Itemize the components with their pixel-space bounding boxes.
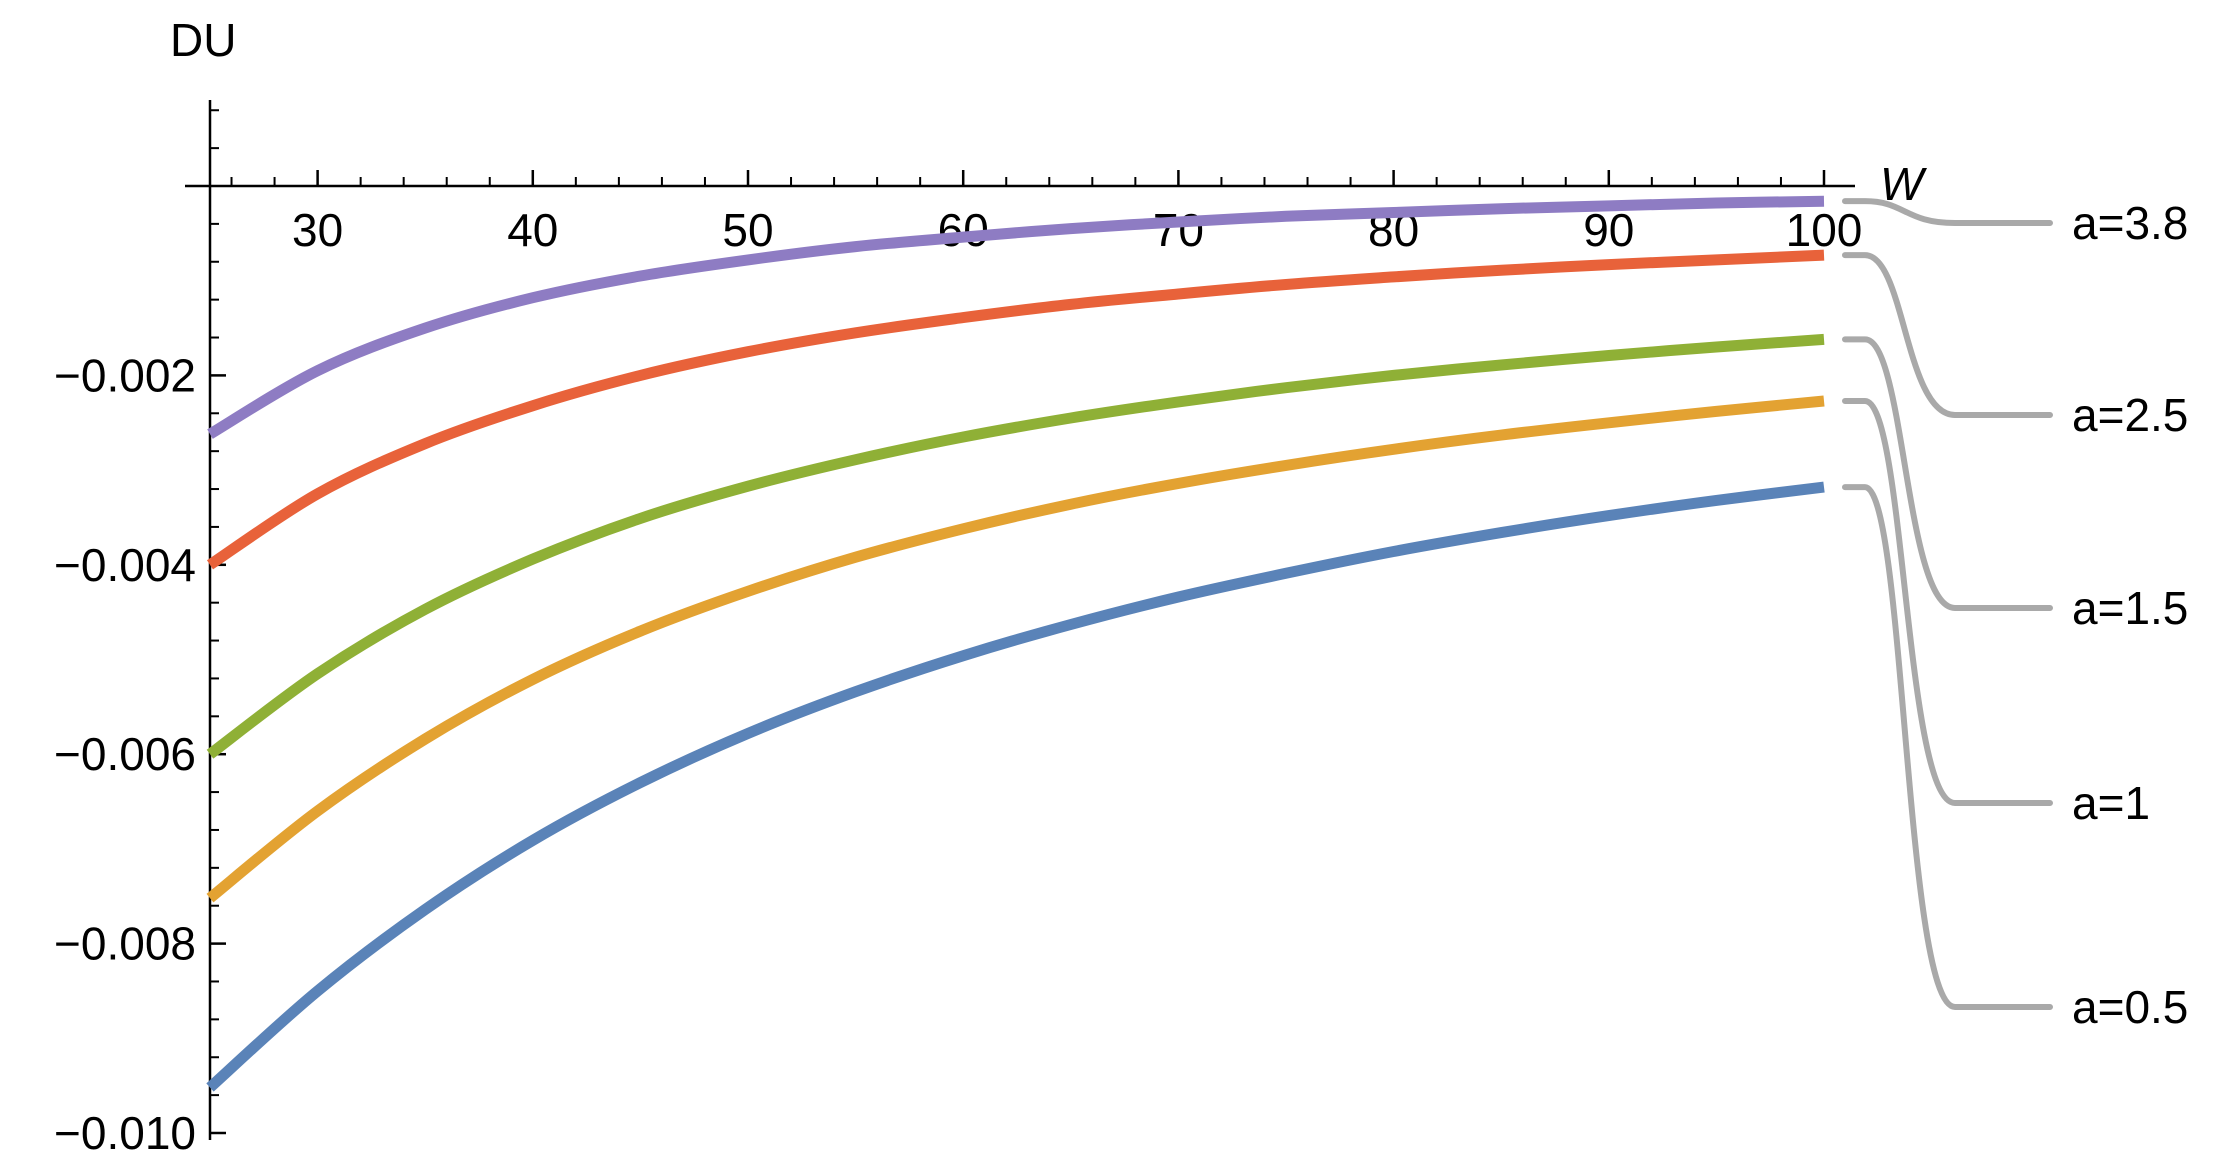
axes: 30 40 50 60 70 80 90 100−0.002−0.004−0.006−0.00… <box>54 100 1862 1159</box>
legend-leader-line <box>1842 484 2053 1010</box>
series-lines <box>206 195 1825 1092</box>
series-line <box>206 333 1825 759</box>
series-line <box>206 249 1825 570</box>
legend-leader-line <box>1842 252 2053 418</box>
y-tick-label: −0.004 <box>54 539 196 591</box>
series-line <box>207 195 1825 439</box>
legend: a=3.8 a=2.5 a=1.5 a=1 a=0.5 <box>1842 197 2188 1033</box>
y-tick-label: −0.010 <box>54 1107 196 1159</box>
x-tick-label: 30 <box>292 204 343 256</box>
legend-leader-line <box>1842 198 2053 226</box>
legend-label: a=2.5 <box>2072 389 2188 441</box>
legend-label: a=3.8 <box>2072 197 2188 249</box>
x-tick-label: 40 <box>507 204 558 256</box>
series-line <box>206 395 1825 903</box>
y-tick-label: −0.006 <box>54 728 196 780</box>
legend-leader-line <box>1842 397 2053 806</box>
legend-label: a=1 <box>2072 777 2150 829</box>
x-tick-label: 50 <box>722 204 773 256</box>
legend-leader-line <box>1842 336 2053 611</box>
y-axis-title: DU <box>170 14 236 66</box>
legend-label: a=0.5 <box>2072 981 2188 1033</box>
x-tick-label: 100 <box>1786 204 1863 256</box>
x-tick-label: 60 <box>938 204 989 256</box>
x-tick-label: 70 <box>1153 204 1204 256</box>
x-tick-label: 90 <box>1583 204 1634 256</box>
y-tick-label: −0.002 <box>54 349 196 401</box>
legend-label: a=1.5 <box>2072 582 2188 634</box>
x-axis-title: W <box>1880 158 1928 210</box>
series-line <box>206 481 1825 1092</box>
y-tick-label: −0.008 <box>54 918 196 970</box>
